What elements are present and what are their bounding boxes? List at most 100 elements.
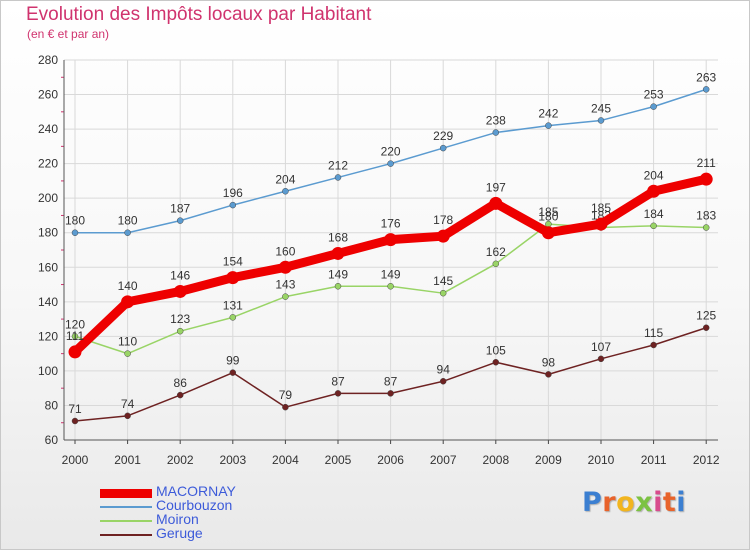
data-point-courbouzon-2008: [492, 129, 500, 136]
data-label-courbouzon-2009: 242: [538, 107, 558, 121]
chart-subtitle: (en € et par an): [27, 27, 110, 41]
y-tick-label-240: 240: [38, 122, 58, 136]
y-tick-label-160: 160: [38, 260, 58, 274]
data-point-moiron-2008: [492, 260, 500, 268]
logo-letter: r: [602, 487, 617, 518]
data-label-macornay-2006: 176: [381, 217, 401, 231]
data-label-macornay-2003: 154: [223, 255, 243, 269]
chart-title: Evolution des Impôts locaux par Habitant: [26, 4, 372, 25]
data-point-geruge-2007: [439, 378, 447, 385]
data-point-geruge-2008: [492, 359, 500, 366]
y-tick-label-140: 140: [38, 295, 58, 309]
data-label-moiron-2000: 120: [65, 317, 85, 331]
data-point-moiron-2001: [124, 350, 131, 357]
data-point-geruge-2006: [387, 390, 394, 397]
line-chart: 60 80 100 120 140 160 180 200 220 240 260 280 2000 20…: [38, 53, 720, 467]
data-label-macornay-2012: 211: [697, 156, 716, 170]
data-label-macornay-2009: 180: [538, 210, 558, 224]
logo-letter: t: [662, 487, 677, 518]
x-tick-label-2012: 2012: [693, 453, 720, 467]
legend-label-geruge: Geruge: [156, 525, 203, 541]
x-tick-label-2006: 2006: [377, 453, 404, 467]
data-label-geruge-2005: 87: [331, 374, 345, 388]
y-tick-label-220: 220: [38, 157, 58, 171]
y-tick-label-120: 120: [38, 329, 58, 343]
data-label-moiron-2012: 183: [696, 209, 716, 223]
data-label-courbouzon-2010: 245: [591, 101, 611, 115]
data-label-moiron-2009: 185: [538, 205, 558, 219]
data-label-courbouzon-2005: 212: [328, 158, 348, 172]
logo-letter: P: [582, 487, 603, 518]
data-point-courbouzon-2007: [439, 144, 447, 152]
data-point-geruge-2003: [229, 369, 237, 376]
data-point-geruge-2010: [597, 355, 605, 363]
data-label-courbouzon-2006: 220: [381, 145, 401, 159]
data-point-macornay-2005: [331, 246, 345, 260]
data-label-courbouzon-2008: 238: [486, 114, 506, 128]
data-point-macornay-2010: [594, 217, 608, 231]
data-point-macornay-2012: [699, 172, 713, 186]
data-label-macornay-2007: 178: [433, 213, 453, 227]
data-label-macornay-2011: 204: [644, 168, 664, 182]
x-tick-label-2000: 2000: [62, 453, 89, 467]
data-point-courbouzon-2009: [545, 122, 552, 129]
data-point-moiron-2011: [650, 222, 657, 230]
data-point-macornay-2002: [173, 284, 187, 298]
data-point-geruge-2011: [650, 341, 657, 349]
data-point-macornay-2011: [647, 184, 661, 198]
logo-letter: i: [653, 487, 663, 518]
data-label-geruge-2000: 71: [68, 402, 82, 416]
x-tick-label-2002: 2002: [167, 453, 194, 467]
data-point-geruge-2012: [702, 324, 710, 331]
data-label-geruge-2010: 107: [591, 340, 611, 354]
data-label-macornay-2000: 111: [66, 329, 85, 343]
data-label-moiron-2006: 149: [381, 267, 401, 281]
data-point-moiron-2002: [176, 327, 184, 335]
data-label-geruge-2008: 105: [486, 343, 506, 357]
data-label-courbouzon-2007: 229: [433, 129, 453, 143]
data-point-macornay-2006: [384, 233, 398, 247]
y-tick-label-280: 280: [38, 53, 58, 67]
legend-label-macornay: MACORNAY: [156, 483, 236, 499]
data-label-moiron-2008: 162: [486, 245, 506, 259]
data-point-geruge-2005: [334, 390, 342, 397]
data-label-moiron-2005: 149: [328, 267, 348, 281]
data-point-moiron-2000: [71, 333, 79, 340]
data-label-moiron-2011: 184: [644, 207, 664, 221]
x-tick-label-2003: 2003: [219, 453, 246, 467]
data-point-moiron-2007: [439, 289, 447, 297]
legend-label-courbouzon: Courbouzon: [156, 497, 233, 513]
data-point-courbouzon-2000: [71, 229, 79, 236]
data-label-moiron-2007: 145: [433, 274, 453, 288]
data-point-courbouzon-2002: [176, 217, 184, 224]
legend-swatch-moiron: [100, 520, 152, 522]
data-label-macornay-2002: 146: [170, 268, 190, 282]
data-label-courbouzon-2000: 180: [65, 214, 85, 228]
data-point-macornay-2003: [226, 271, 240, 285]
data-label-courbouzon-2001: 180: [118, 214, 138, 228]
logo-letter: x: [635, 487, 654, 518]
data-point-courbouzon-2011: [650, 103, 657, 110]
data-point-macornay-2000: [68, 345, 82, 359]
data-point-courbouzon-2006: [387, 160, 394, 167]
data-point-macornay-2001: [121, 295, 135, 309]
data-point-macornay-2008: [489, 196, 503, 210]
x-tick-label-2011: 2011: [641, 453, 667, 467]
data-label-courbouzon-2004: 204: [275, 172, 295, 186]
data-label-geruge-2004: 79: [279, 388, 293, 402]
data-label-geruge-2006: 87: [384, 374, 398, 388]
data-label-geruge-2011: 115: [644, 326, 663, 340]
data-point-moiron-2006: [387, 283, 394, 290]
x-tick-label-2005: 2005: [325, 453, 352, 467]
data-point-macornay-2007: [436, 229, 450, 243]
data-label-macornay-2004: 160: [275, 244, 295, 258]
logo-letter: o: [616, 487, 636, 518]
y-tick-label-200: 200: [38, 191, 58, 205]
data-point-geruge-2001: [124, 412, 131, 420]
x-tick-label-2008: 2008: [482, 453, 509, 467]
y-tick-label-100: 100: [38, 364, 58, 378]
data-label-macornay-2005: 168: [328, 230, 348, 244]
data-point-courbouzon-2004: [282, 188, 289, 195]
data-point-macornay-2009: [541, 226, 555, 240]
x-tick-label-2007: 2007: [430, 453, 457, 467]
